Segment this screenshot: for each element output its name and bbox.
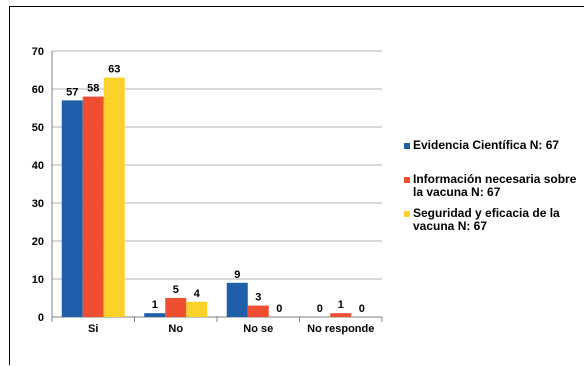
bar <box>186 301 208 317</box>
data-label: 58 <box>87 83 99 95</box>
legend: Evidencia Científica N: 67 Información ne… <box>404 138 577 233</box>
gridlines <box>52 50 382 280</box>
x-tick-label: Si <box>88 323 98 335</box>
y-tick-label: 60 <box>32 84 44 96</box>
y-tick-label: 40 <box>32 160 44 172</box>
y-tick-label: 20 <box>32 236 44 248</box>
legend-swatch <box>404 177 410 183</box>
data-label: 4 <box>194 288 201 300</box>
legend-label: Evidencia Científica N: 67 <box>413 138 559 152</box>
data-label: 0 <box>317 303 323 315</box>
y-tick-label: 50 <box>32 122 44 134</box>
bar <box>144 313 166 317</box>
legend-label: la vacuna N: 67 <box>413 185 501 199</box>
legend-label: Seguridad y eficacia de la <box>413 206 560 220</box>
legend-label: vacuna N: 67 <box>413 219 487 233</box>
bar <box>165 298 187 317</box>
y-tick-label: 10 <box>32 274 44 286</box>
data-label: 5 <box>173 284 179 296</box>
bars <box>61 77 352 318</box>
data-label: 0 <box>359 303 365 315</box>
y-tick-label: 70 <box>32 46 44 58</box>
bar <box>226 282 248 317</box>
bar <box>103 77 125 317</box>
data-label: 57 <box>66 86 78 98</box>
data-label: 1 <box>338 299 344 311</box>
x-tick-label: No se <box>243 323 273 335</box>
data-label: 63 <box>108 64 120 76</box>
data-label: 3 <box>255 292 261 304</box>
x-tick-label: No responde <box>307 323 374 335</box>
y-tick-label: 30 <box>32 198 44 210</box>
chart-frame <box>9 6 584 365</box>
bar <box>247 305 269 317</box>
data-labels: 57 58 63 1 5 4 9 3 0 0 1 0 <box>66 64 365 315</box>
legend-swatch <box>404 143 410 149</box>
legend-swatch <box>404 211 410 217</box>
legend-label: Información necesaria sobre <box>413 172 577 186</box>
bar <box>61 100 83 318</box>
data-label: 9 <box>234 269 240 281</box>
bar <box>330 313 352 317</box>
data-label: 0 <box>276 303 282 315</box>
y-tick-label: 0 <box>38 312 44 324</box>
x-tick-label: No <box>168 323 183 335</box>
bar <box>82 96 104 317</box>
data-label: 1 <box>152 299 158 311</box>
